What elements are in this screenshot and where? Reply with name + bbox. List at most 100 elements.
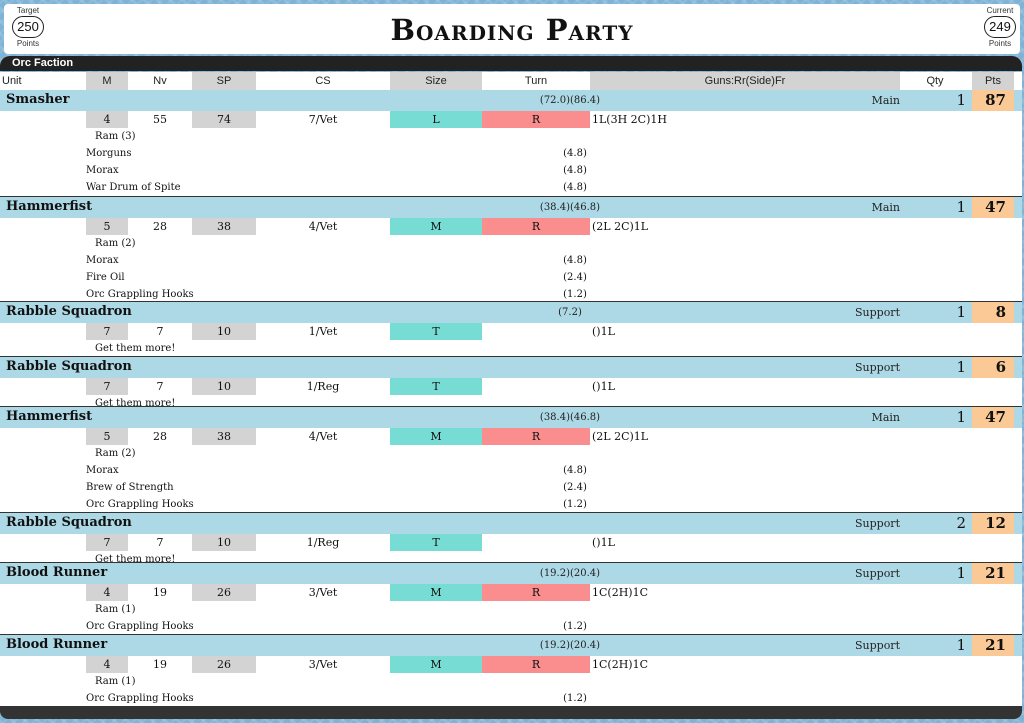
- unit-points: 6: [972, 357, 1014, 378]
- stat-nv: 19: [153, 658, 167, 671]
- upgrade-row[interactable]: Morax (4.8): [0, 462, 1022, 479]
- unit-points: 8: [972, 302, 1014, 323]
- unit-qty[interactable]: 1: [956, 91, 966, 109]
- unit-name[interactable]: Hammerfist: [6, 409, 93, 424]
- unit-cost: (72.0)(86.4): [539, 95, 601, 106]
- unit-title-row[interactable]: Rabble Squadron Support 2 12: [0, 513, 1022, 534]
- stat-nv: 55: [153, 113, 167, 126]
- unit-points: 12: [972, 513, 1014, 534]
- stat-size: T: [390, 534, 482, 551]
- unit-title-row[interactable]: Rabble Squadron (7.2) Support 1 8: [0, 302, 1022, 323]
- unit-title-row[interactable]: Smasher (72.0)(86.4) Main 1 87: [0, 90, 1022, 111]
- upgrade-row[interactable]: Orc Grappling Hooks (1.2): [0, 496, 1022, 513]
- col-qty: Qty: [926, 75, 944, 87]
- stat-cs: 3/Vet: [308, 586, 338, 599]
- unit-divider: [0, 406, 1022, 407]
- unit-cost: (19.2)(20.4): [539, 568, 601, 579]
- unit-role: Support: [854, 517, 900, 530]
- col-turn: Turn: [524, 75, 548, 87]
- stat-m: 7: [86, 534, 128, 551]
- note-row: Get them more!: [0, 340, 1022, 357]
- unit-qty[interactable]: 1: [956, 636, 966, 654]
- ram-row: Ram (1): [0, 601, 1022, 618]
- unit-title-row[interactable]: Rabble Squadron Support 1 6: [0, 357, 1022, 378]
- upgrade-row[interactable]: War Drum of Spite (4.8): [0, 179, 1022, 196]
- stat-m: 4: [86, 656, 128, 673]
- unit-divider: [0, 634, 1022, 635]
- list-footer: [0, 706, 1022, 719]
- unit-name[interactable]: Rabble Squadron: [6, 515, 132, 530]
- upgrade-name: Orc Grappling Hooks: [86, 621, 194, 632]
- unit-name[interactable]: Hammerfist: [6, 199, 93, 214]
- upgrade-row[interactable]: Morguns (4.8): [0, 145, 1022, 162]
- unit-name[interactable]: Blood Runner: [6, 637, 108, 652]
- unit-title-row[interactable]: Blood Runner (19.2)(20.4) Support 1 21: [0, 563, 1022, 584]
- stat-size: T: [390, 378, 482, 395]
- stat-sp: 10: [192, 378, 256, 395]
- unit-qty[interactable]: 1: [956, 358, 966, 376]
- unit-stats-row: 4 19 26 3/Vet M R 1C(2H)1C: [0, 656, 1022, 673]
- stat-nv: 7: [156, 325, 164, 338]
- ram-label: Ram (1): [95, 676, 136, 687]
- upgrade-cost: (1.2): [563, 289, 587, 300]
- upgrade-row[interactable]: Orc Grappling Hooks (1.2): [0, 690, 1022, 707]
- upgrade-row[interactable]: Orc Grappling Hooks (1.2): [0, 286, 1022, 303]
- stat-sp: 10: [192, 323, 256, 340]
- upgrade-row[interactable]: Brew of Strength (2.4): [0, 479, 1022, 496]
- unit-qty[interactable]: 2: [956, 514, 966, 532]
- stat-sp: 26: [192, 584, 256, 601]
- upgrade-cost: (4.8): [563, 148, 587, 159]
- unit-list: Smasher (72.0)(86.4) Main 1 87 4 55 74 7…: [0, 90, 1022, 706]
- unit-stats-row: 4 19 26 3/Vet M R 1C(2H)1C: [0, 584, 1022, 601]
- col-unit: Unit: [2, 75, 22, 87]
- stat-nv: 28: [153, 430, 167, 443]
- stat-cs: 1/Reg: [306, 536, 340, 549]
- unit-divider: [0, 356, 1022, 357]
- col-pts: Pts: [972, 72, 1014, 90]
- upgrade-name: Orc Grappling Hooks: [86, 693, 194, 704]
- unit-role: Main: [871, 411, 900, 424]
- col-guns: Guns:Rr(Side)Fr: [590, 72, 900, 90]
- unit-title-row[interactable]: Hammerfist (38.4)(46.8) Main 1 47: [0, 197, 1022, 218]
- stat-cs: 1/Reg: [306, 380, 340, 393]
- stat-m: 5: [86, 218, 128, 235]
- unit-name[interactable]: Smasher: [6, 92, 70, 107]
- ram-label: Ram (2): [95, 448, 136, 459]
- unit-cost: (38.4)(46.8): [539, 202, 601, 213]
- stat-cs: 3/Vet: [308, 658, 338, 671]
- unit-points: 87: [972, 90, 1014, 111]
- upgrade-row[interactable]: Morax (4.8): [0, 252, 1022, 269]
- col-m: M: [86, 72, 128, 90]
- stat-guns: ()1L: [592, 325, 615, 338]
- unit-cost: (7.2): [558, 307, 582, 318]
- unit-qty[interactable]: 1: [956, 564, 966, 582]
- unit-title-row[interactable]: Blood Runner (19.2)(20.4) Support 1 21: [0, 635, 1022, 656]
- upgrade-row[interactable]: Morax (4.8): [0, 162, 1022, 179]
- upgrade-name: Morguns: [86, 148, 132, 159]
- upgrade-cost: (2.4): [563, 272, 587, 283]
- upgrade-name: Orc Grappling Hooks: [86, 289, 194, 300]
- stat-m: 4: [86, 584, 128, 601]
- unit-name[interactable]: Blood Runner: [6, 565, 108, 580]
- upgrade-row[interactable]: Orc Grappling Hooks (1.2): [0, 618, 1022, 635]
- unit-qty[interactable]: 1: [956, 303, 966, 321]
- unit-name[interactable]: Rabble Squadron: [6, 359, 132, 374]
- stat-cs: 4/Vet: [308, 430, 338, 443]
- unit-title-row[interactable]: Hammerfist (38.4)(46.8) Main 1 47: [0, 407, 1022, 428]
- note-row: Get them more!: [0, 551, 1022, 568]
- ram-row: Ram (1): [0, 673, 1022, 690]
- upgrade-row[interactable]: Fire Oil (2.4): [0, 269, 1022, 286]
- unit-points: 47: [972, 197, 1014, 218]
- upgrade-name: Orc Grappling Hooks: [86, 499, 194, 510]
- ram-row: Ram (2): [0, 445, 1022, 462]
- unit-note: Get them more!: [95, 398, 176, 409]
- unit-qty[interactable]: 1: [956, 408, 966, 426]
- stat-m: 7: [86, 378, 128, 395]
- stat-m: 4: [86, 111, 128, 128]
- unit-note: Get them more!: [95, 343, 176, 354]
- stat-turn: R: [482, 656, 590, 673]
- stat-cs: 7/Vet: [308, 113, 338, 126]
- unit-name[interactable]: Rabble Squadron: [6, 304, 132, 319]
- current-points-label: Current: [986, 6, 1014, 15]
- unit-qty[interactable]: 1: [956, 198, 966, 216]
